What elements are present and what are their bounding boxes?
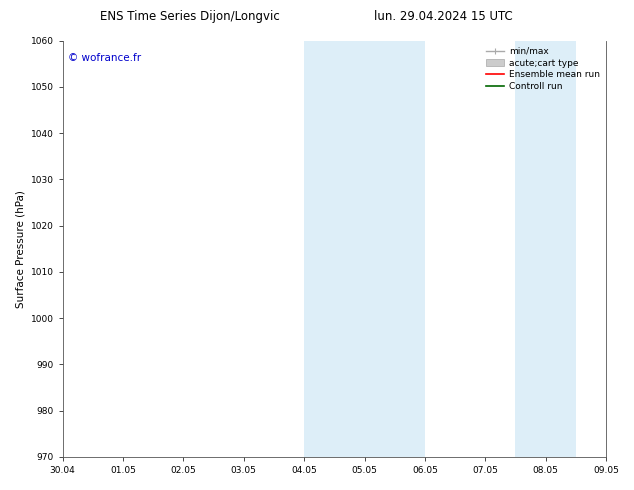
Bar (515, 41, 576, 457)
Text: lun. 29.04.2024 15 UTC: lun. 29.04.2024 15 UTC (375, 10, 513, 23)
Legend: min/max, acute;cart type, Ensemble mean run, Controll run: min/max, acute;cart type, Ensemble mean … (482, 43, 604, 95)
Bar (304, 41, 425, 457)
Y-axis label: Surface Pressure (hPa): Surface Pressure (hPa) (15, 190, 25, 308)
Text: © wofrance.fr: © wofrance.fr (68, 53, 141, 63)
Text: ENS Time Series Dijon/Longvic: ENS Time Series Dijon/Longvic (100, 10, 280, 23)
